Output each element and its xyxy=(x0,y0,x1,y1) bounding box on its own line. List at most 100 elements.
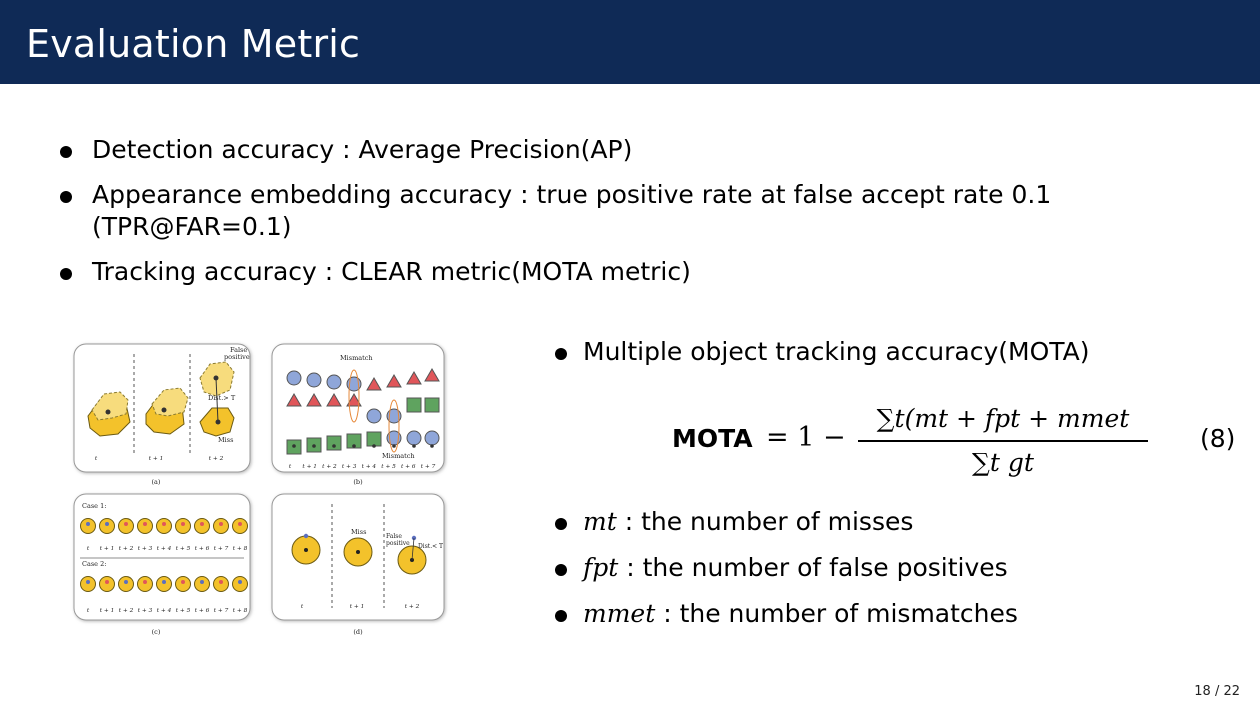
bullet-detection: Detection accuracy : Average Precision(A… xyxy=(60,134,1210,166)
bullet-dot xyxy=(60,268,72,280)
time-tick-label: t + 5 xyxy=(381,464,396,470)
time-tick-label: t + 2 xyxy=(119,608,134,614)
title-bar: Evaluation Metric xyxy=(0,0,1260,84)
track-triangle xyxy=(424,368,440,382)
time-tick-label: t + 7 xyxy=(214,546,229,552)
fraction-bar xyxy=(858,440,1148,442)
track-square xyxy=(424,397,440,413)
time-tick-label: t + 4 xyxy=(157,608,172,614)
object-dot xyxy=(332,444,336,448)
track-circle xyxy=(386,408,402,424)
def-misses: mt : the number of misses xyxy=(555,506,1018,538)
time-tick-label: t + 1 xyxy=(302,464,317,470)
panel-c: Case 1: Case 2: t t + 1 t + 2 t + 3 t + 4 t +… xyxy=(80,502,248,614)
svg-text:positive: positive xyxy=(224,353,250,361)
object-dot xyxy=(372,444,376,448)
object-dot xyxy=(392,444,396,448)
time-tick-label: t + 5 xyxy=(176,546,191,552)
bullet-dot xyxy=(555,518,567,530)
hypothesis-dot xyxy=(162,522,166,526)
time-tick-label: t + 4 xyxy=(362,464,377,470)
time-tick-label: t + 1 xyxy=(100,608,115,614)
time-axis-d: t t + 1 t + 2 xyxy=(301,604,420,610)
track-triangle xyxy=(286,393,302,407)
def-text: : the number of false positives xyxy=(618,553,1008,582)
track-triangle xyxy=(386,374,402,388)
track-triangle xyxy=(406,371,422,385)
track-square xyxy=(326,435,342,451)
bullet-text: Detection accuracy : Average Precision(A… xyxy=(92,135,633,164)
time-tick-label: t xyxy=(95,456,98,462)
time-tick-label: t + 2 xyxy=(405,604,420,610)
time-axis-b: t t + 1 t + 2 t + 3 t + 4 t + 5 t + 6 t + 7 xyxy=(289,464,436,470)
hypothesis-dot xyxy=(200,580,204,584)
equation-number: (8) xyxy=(1200,424,1236,453)
def-false-positives: fpt : the number of false positives xyxy=(555,552,1018,584)
hypothesis-dot xyxy=(181,522,185,526)
object-dot xyxy=(312,444,316,448)
bullet-text: Multiple object tracking accuracy(MOTA) xyxy=(583,337,1090,366)
time-tick-label: t + 3 xyxy=(342,464,357,470)
slide-title: Evaluation Metric xyxy=(26,22,361,66)
hypothesis-dot xyxy=(143,580,147,584)
panel-c-marks xyxy=(80,518,248,592)
time-tick-label: t + 3 xyxy=(138,546,153,552)
time-tick-label: t + 6 xyxy=(195,546,210,552)
track-square xyxy=(406,397,422,413)
hypothesis-dot xyxy=(219,580,223,584)
time-tick-label: t + 8 xyxy=(233,546,248,552)
miss-label-d: Miss xyxy=(351,528,366,536)
svg-text:positive: positive xyxy=(386,540,410,547)
caption-a: (a) xyxy=(152,478,161,486)
page-number: 18 / 22 xyxy=(1194,684,1240,699)
hypothesis-dot xyxy=(238,580,242,584)
hypothesis-dot xyxy=(124,580,128,584)
equation-equals: = 1 − xyxy=(766,422,846,453)
time-tick-label: t + 5 xyxy=(176,608,191,614)
dist-label: Dist.> T xyxy=(208,394,236,402)
mismatch-label-bottom: Mismatch xyxy=(382,452,415,460)
time-axis-c-case2: t t + 1 t + 2 t + 3 t + 4 t + 5 t + 6 t + 7 t + … xyxy=(87,608,248,614)
bullet-text: Appearance embedding accuracy : true pos… xyxy=(92,180,1052,209)
equation-lhs: MOTA xyxy=(672,424,753,453)
track-triangle xyxy=(346,393,362,407)
track-circle xyxy=(346,376,362,392)
time-tick-label: t xyxy=(87,546,90,552)
caption-c: (c) xyxy=(152,628,161,636)
time-tick-label: t + 1 xyxy=(149,456,164,462)
bullet-mota: Multiple object tracking accuracy(MOTA) xyxy=(555,336,1245,368)
time-tick-label: t + 3 xyxy=(138,608,153,614)
bullet-dot xyxy=(60,191,72,203)
time-tick-label: t xyxy=(301,604,304,610)
case1-label: Case 1: xyxy=(82,502,106,510)
bullet-dot xyxy=(60,146,72,158)
bullet-dot xyxy=(555,610,567,622)
def-mismatches: mmet : the number of mismatches xyxy=(555,598,1018,630)
caption-d: (d) xyxy=(353,628,363,636)
track-circle xyxy=(424,430,440,446)
time-tick-label: t xyxy=(87,608,90,614)
mismatch-label-top: Mismatch xyxy=(340,354,373,362)
time-axis-a: t t + 1 t + 2 xyxy=(95,456,224,462)
hypothesis-dot xyxy=(219,522,223,526)
symbol-mmet: mmet xyxy=(583,599,656,628)
equation-denominator: ∑t gt xyxy=(972,448,1034,477)
bullet-list: Detection accuracy : Average Precision(A… xyxy=(60,134,1210,301)
symbol-mt: mt xyxy=(583,507,617,536)
track-circle xyxy=(366,408,382,424)
time-tick-label: t + 4 xyxy=(157,546,172,552)
time-tick-label: t + 7 xyxy=(421,464,436,470)
bullet-appearance: Appearance embedding accuracy : true pos… xyxy=(60,179,1210,243)
hypothesis-dot xyxy=(105,522,109,526)
object-dot xyxy=(292,444,296,448)
case2-label: Case 2: xyxy=(82,560,106,568)
time-axis-c-case1: t t + 1 t + 2 t + 3 t + 4 t + 5 t + 6 t + 7 t + … xyxy=(87,546,248,552)
panel-c-frame xyxy=(73,493,251,621)
bullet-dot xyxy=(555,564,567,576)
time-tick-label: t + 1 xyxy=(100,546,115,552)
mota-section: Multiple object tracking accuracy(MOTA) xyxy=(555,336,1245,368)
time-tick-label: t + 8 xyxy=(233,608,248,614)
track-circle xyxy=(406,430,422,446)
hypothesis-dot xyxy=(162,580,166,584)
